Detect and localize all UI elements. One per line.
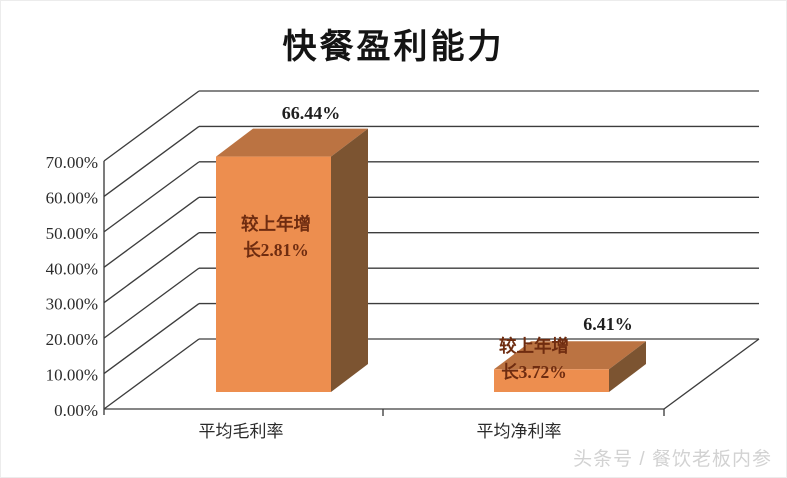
bar-top-face-1 (494, 341, 646, 370)
ytick-label-1: 10.00% (46, 366, 98, 385)
bar-side-face-1 (609, 341, 646, 392)
gridline-diagonal-7 (103, 90, 200, 162)
value-label-1: 6.41% (583, 314, 633, 334)
ytick-label-2: 20.00% (46, 330, 98, 349)
gridline-diagonal-2 (103, 267, 200, 339)
gridline-diagonal-5 (103, 161, 200, 233)
bar-annotation-1-line1: 较上年增 (499, 336, 569, 356)
gridline-diagonal-6 (103, 125, 200, 197)
category-label-0: 平均毛利率 (199, 422, 284, 441)
bar-annotation-1-line2: 长3.72% (501, 362, 567, 382)
bar-front-face-0 (216, 156, 331, 392)
bar-top-face-0 (216, 128, 368, 157)
bar-annotation-0-line1: 较上年增 (241, 214, 311, 234)
gridline-diagonal-3 (103, 232, 200, 304)
category-label-1: 平均净利率 (477, 422, 562, 441)
chart-title: 快餐盈利能力 (282, 29, 505, 66)
ytick-label-0: 0.00% (54, 401, 98, 420)
ytick-label-3: 30.00% (46, 295, 98, 314)
ytick-label-4: 40.00% (46, 259, 98, 278)
floor-right-edge (663, 338, 760, 410)
bar-front-face-1 (494, 369, 609, 392)
ytick-label-7: 70.00% (46, 153, 98, 172)
gridline-diagonal-1 (103, 303, 200, 375)
bar-side-face-0 (331, 128, 368, 392)
watermark: 头条号 / 餐饮老板内参 (573, 449, 772, 470)
value-label-0: 66.44% (282, 103, 341, 123)
ytick-label-6: 60.00% (46, 188, 98, 207)
bar-annotation-0-line2: 长2.81% (243, 240, 309, 260)
ytick-label-5: 50.00% (46, 224, 98, 243)
gridline-diagonal-4 (103, 196, 200, 268)
gridline-diagonal-0 (103, 338, 200, 410)
